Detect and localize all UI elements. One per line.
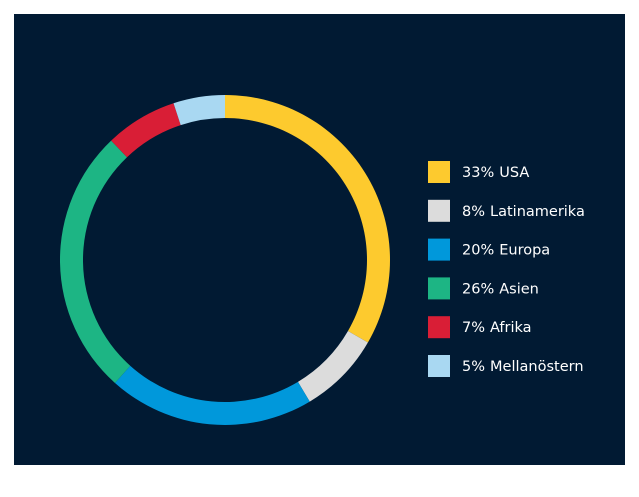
legend-swatch [428, 238, 450, 261]
legend-category: Latinamerika [490, 204, 585, 220]
legend-value: 7% [462, 320, 485, 336]
legend-label: 20% Europa [462, 243, 550, 259]
legend-label: 5% Mellanöstern [462, 359, 584, 375]
legend-swatch [428, 316, 450, 339]
legend-value: 5% [462, 359, 485, 375]
panel [14, 14, 625, 465]
donut-segment [225, 95, 390, 343]
legend-label: 8% Latinamerika [462, 204, 585, 220]
legend-value: 26% [462, 281, 494, 297]
legend-category: Afrika [490, 320, 532, 336]
donut-segment [297, 331, 368, 402]
legend-category: Mellanöstern [490, 359, 584, 375]
legend-value: 20% [462, 243, 494, 259]
legend-category: Asien [499, 281, 539, 297]
legend-label: 26% Asien [462, 281, 539, 297]
donut-segment [173, 95, 225, 126]
legend-value: 33% [462, 165, 494, 181]
legend-label: 7% Afrika [462, 320, 532, 336]
legend-swatch [428, 355, 450, 377]
donut-segment [111, 103, 181, 158]
legend-category: Europa [499, 243, 550, 259]
legend-swatch [428, 161, 450, 183]
donut-segment [114, 365, 310, 426]
legend-label: 33% USA [462, 165, 529, 181]
legend-category: USA [499, 165, 529, 181]
donut-segment [60, 140, 131, 383]
legend-swatch [428, 277, 450, 300]
legend-value: 8% [462, 204, 485, 220]
legend-swatch [428, 199, 450, 222]
